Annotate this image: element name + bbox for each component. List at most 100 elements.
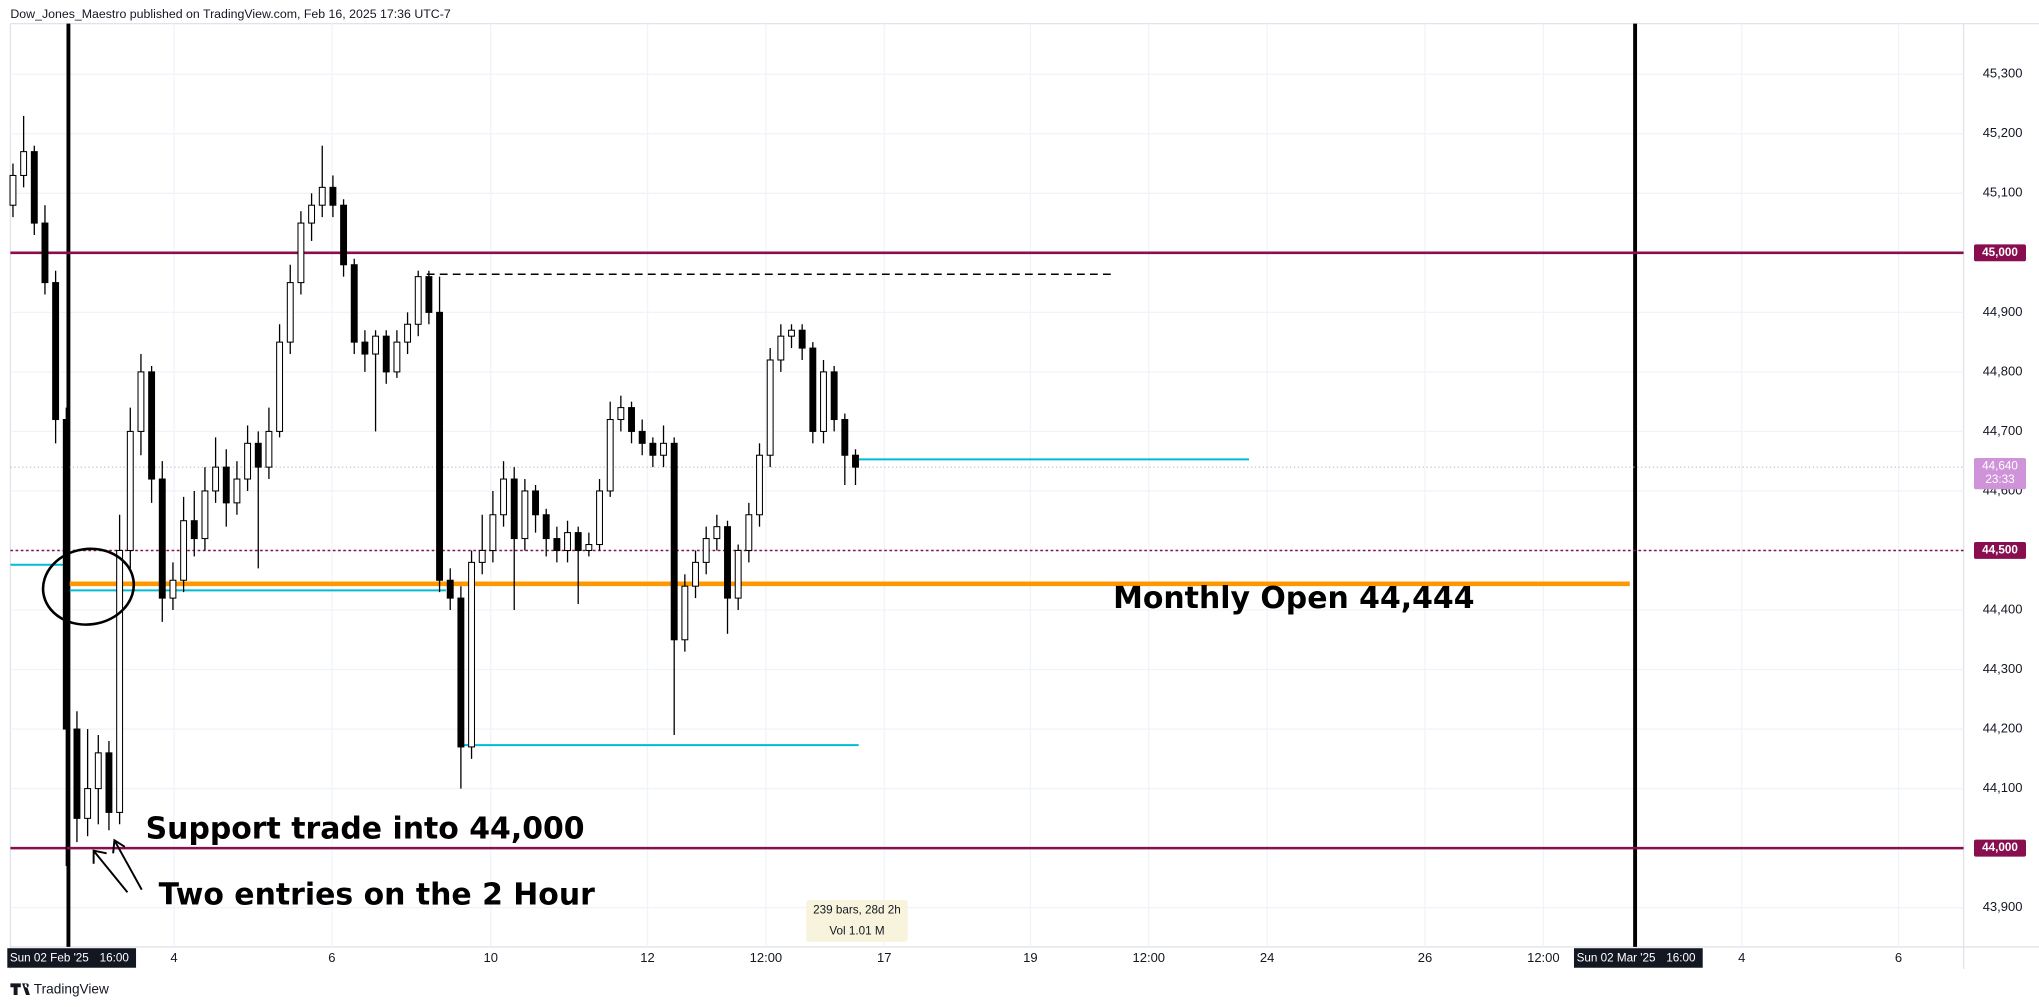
x-tick-label: 12:00 xyxy=(750,950,783,965)
candle-body xyxy=(286,282,294,343)
candle-body xyxy=(308,204,316,224)
arrow xyxy=(92,850,129,893)
candle-body xyxy=(766,359,774,456)
candle-body xyxy=(94,752,102,790)
x-tick-label: 6 xyxy=(1895,950,1902,965)
price-badge xyxy=(1973,542,2026,559)
candle-body xyxy=(510,478,518,540)
info-box xyxy=(806,900,908,942)
y-tick-label: 45,100 xyxy=(1983,185,2023,200)
price-badge xyxy=(1973,244,2026,262)
candle-body xyxy=(30,151,38,224)
candle-body xyxy=(478,549,486,563)
last-price-label: 44,640 xyxy=(1982,460,2018,473)
candle-body xyxy=(745,514,753,551)
price-badge-label: 45,000 xyxy=(1982,246,2018,259)
candle-body xyxy=(532,490,539,516)
candle-body xyxy=(841,418,849,456)
y-tick-label: 45,300 xyxy=(1983,66,2023,81)
candle-body xyxy=(361,341,369,355)
candle-body xyxy=(414,276,422,325)
x-tick-label: 4 xyxy=(1738,950,1745,965)
candle-body xyxy=(830,371,838,421)
candle-body xyxy=(713,526,721,540)
x-marker-time: 16:00 xyxy=(1666,952,1696,965)
candle-body xyxy=(382,335,390,373)
candle-body xyxy=(457,597,465,748)
last-price-badge xyxy=(1973,458,2026,490)
candles xyxy=(9,115,859,866)
candle-body xyxy=(329,186,337,206)
y-tick-label: 44,700 xyxy=(1983,423,2023,438)
candle-body xyxy=(62,418,70,730)
candle-body xyxy=(468,561,476,748)
candle-body xyxy=(350,264,358,343)
candle-body xyxy=(233,478,241,504)
candle-body xyxy=(126,430,134,551)
candle-body xyxy=(446,579,454,599)
candle-body xyxy=(660,442,667,456)
candle-body xyxy=(201,490,209,540)
x-tick-label: 19 xyxy=(1023,950,1037,965)
candle-body xyxy=(542,514,550,540)
candle-body xyxy=(318,186,326,206)
candle-body xyxy=(425,276,433,313)
candle-body xyxy=(756,454,763,516)
candle-body xyxy=(500,478,508,516)
candle-body xyxy=(564,532,571,551)
arrow-head xyxy=(112,838,126,854)
candle-body xyxy=(73,728,81,819)
x-tick-label: 10 xyxy=(484,950,498,965)
y-tick-label: 44,100 xyxy=(1983,780,2023,795)
candle-body xyxy=(9,174,17,206)
x-marker-time: 16:00 xyxy=(100,952,130,965)
arrow xyxy=(113,839,143,891)
x-tick-label: 26 xyxy=(1418,950,1432,965)
candle-body xyxy=(244,442,252,480)
candle-body xyxy=(84,788,92,819)
candle-body xyxy=(681,585,689,641)
arrow-head xyxy=(92,849,107,864)
candle-body xyxy=(190,520,198,540)
y-tick-label: 44,900 xyxy=(1983,304,2023,319)
candle-body xyxy=(798,329,806,349)
candle-body xyxy=(489,514,497,551)
x-tick-label: 6 xyxy=(328,950,335,965)
candle-body xyxy=(574,532,582,551)
x-marker-date: Sun 02 Feb '25 xyxy=(10,952,89,965)
candle-body xyxy=(777,335,785,361)
candle-body xyxy=(41,222,49,284)
candle-body xyxy=(340,204,348,266)
candle-body xyxy=(169,579,177,599)
candle-body xyxy=(596,490,603,546)
candle-body xyxy=(297,222,305,284)
y-tick-label: 44,300 xyxy=(1983,661,2023,676)
candle-body xyxy=(137,371,145,432)
y-tick-label: 43,900 xyxy=(1983,899,2023,914)
info-bars: 239 bars, 28d 2h xyxy=(813,904,901,917)
x-tick-label: 12:00 xyxy=(1527,950,1560,965)
y-tick-label: 44,800 xyxy=(1983,363,2023,378)
circle-drawing xyxy=(41,547,136,626)
candle-body xyxy=(521,490,529,540)
price-badge xyxy=(1973,839,2026,857)
info-volume: Vol 1.01 M xyxy=(829,924,884,937)
arrows xyxy=(92,838,143,893)
y-tick-label: 44,400 xyxy=(1983,601,2023,616)
candle-body xyxy=(148,371,156,480)
candle-body xyxy=(276,341,284,432)
candle-body xyxy=(638,430,646,444)
x-tick-label: 12 xyxy=(640,950,654,965)
candle-body xyxy=(372,335,380,355)
candle-body xyxy=(670,442,678,641)
price-badge-label: 44,000 xyxy=(1982,841,2018,854)
x-tick-label: 24 xyxy=(1260,950,1274,965)
candle-body xyxy=(585,544,593,551)
candle-body xyxy=(265,430,273,468)
candle-body xyxy=(852,454,859,468)
candle-body xyxy=(180,520,188,581)
annotation: Monthly Open 44,444 xyxy=(1113,581,1474,616)
candle-body xyxy=(628,407,635,432)
